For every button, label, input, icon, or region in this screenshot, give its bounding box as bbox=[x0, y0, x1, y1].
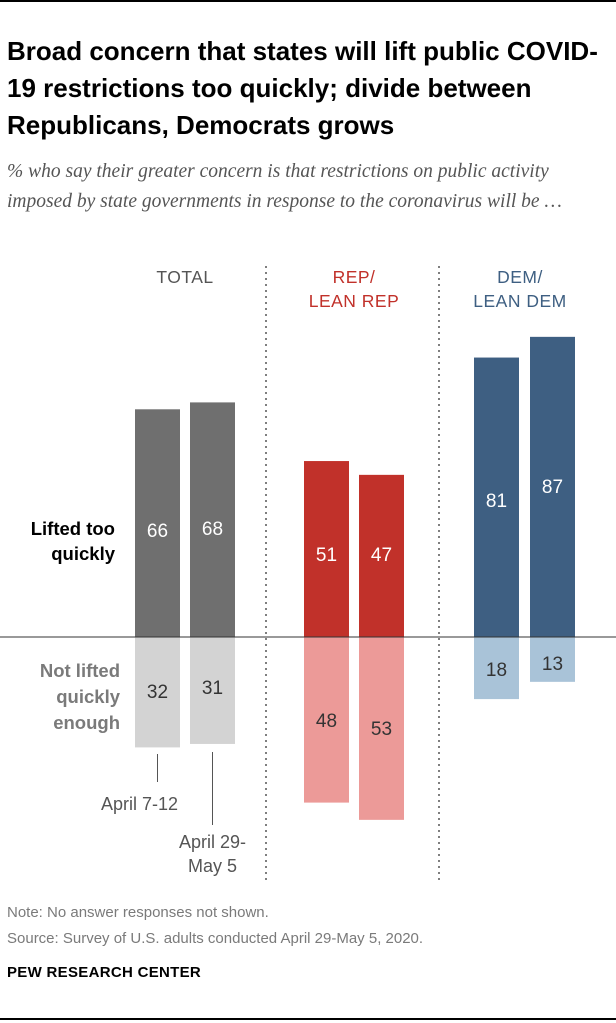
value-label-upper-0-1: 68 bbox=[202, 519, 223, 540]
group-label-1-0: REP/ bbox=[333, 267, 376, 287]
brand-logo-text: PEW RESEARCH CENTER bbox=[7, 964, 202, 981]
value-label-upper-1-1: 47 bbox=[371, 545, 392, 566]
bar-lifted-too-quickly-2-1 bbox=[530, 336, 575, 637]
chart-note: Note: No answer responses not shown. bbox=[7, 904, 269, 921]
bar-lifted-too-quickly-2-0 bbox=[474, 357, 519, 637]
bar-not-lifted-enough-0-0 bbox=[135, 637, 180, 748]
value-label-upper-0-0: 66 bbox=[147, 521, 168, 542]
value-label-upper-2-0: 81 bbox=[486, 491, 507, 512]
bar-lifted-too-quickly-1-1 bbox=[359, 474, 404, 637]
value-label-upper-2-1: 87 bbox=[542, 477, 563, 498]
plot-area: TOTAL 66 32 68 31 REP/LEAN REP 51 48 47 53 DEM/LEA… bbox=[0, 266, 616, 882]
bar-lifted-too-quickly-1-0 bbox=[304, 461, 349, 637]
chart-subtitle: % who say their greater concern is that … bbox=[7, 161, 562, 212]
bar-not-lifted-enough-0-1 bbox=[190, 637, 235, 744]
row-label-upper-1: quickly bbox=[51, 543, 115, 564]
bar-not-lifted-enough-1-1 bbox=[359, 637, 404, 820]
chart-source: Source: Survey of U.S. adults conducted … bbox=[7, 930, 424, 947]
value-label-lower-2-0: 18 bbox=[486, 660, 507, 681]
value-label-lower-1-0: 48 bbox=[316, 711, 337, 732]
row-label-lower-0: Not lifted bbox=[40, 660, 120, 681]
group-label-1-1: LEAN REP bbox=[309, 291, 400, 311]
bottom-rule bbox=[0, 1018, 616, 1020]
bar-not-lifted-enough-2-1 bbox=[530, 637, 575, 682]
group-label-0-0: TOTAL bbox=[156, 267, 213, 287]
group-label-2-0: DEM/ bbox=[497, 267, 543, 287]
value-label-upper-1-0: 51 bbox=[316, 545, 337, 566]
row-label-upper-0: Lifted too bbox=[31, 518, 115, 539]
value-label-lower-0-0: 32 bbox=[147, 682, 168, 703]
period-label-second-0: April 29- bbox=[179, 832, 246, 852]
value-label-lower-2-1: 13 bbox=[542, 654, 563, 675]
bar-not-lifted-enough-2-0 bbox=[474, 637, 519, 700]
group-label-2-1: LEAN DEM bbox=[473, 291, 566, 311]
bar-lifted-too-quickly-0-0 bbox=[135, 409, 180, 637]
top-rule bbox=[0, 0, 616, 2]
row-label-lower-2: enough bbox=[53, 712, 120, 733]
value-label-lower-1-1: 53 bbox=[371, 719, 392, 740]
value-label-lower-0-1: 31 bbox=[202, 678, 223, 699]
chart-canvas: TOTAL 66 32 68 31 REP/LEAN REP 51 48 47 53 DEM/LEA… bbox=[0, 266, 616, 882]
chart-title: Broad concern that states will lift publ… bbox=[7, 36, 598, 140]
period-label-first-0: April 7-12 bbox=[101, 794, 178, 814]
row-label-lower-1: quickly bbox=[56, 686, 120, 707]
bar-lifted-too-quickly-0-1 bbox=[190, 402, 235, 637]
period-label-second-1: May 5 bbox=[188, 856, 237, 876]
bar-not-lifted-enough-1-0 bbox=[304, 637, 349, 803]
